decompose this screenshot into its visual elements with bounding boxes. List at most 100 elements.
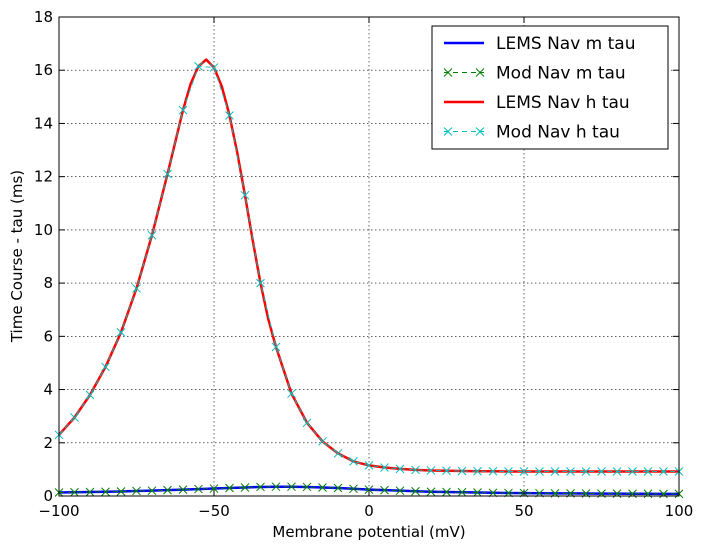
y-tick-label: 8 (43, 274, 53, 292)
data-point (380, 463, 389, 472)
data-point (550, 467, 560, 476)
data-point (163, 485, 172, 495)
data-point (225, 111, 234, 120)
y-tick-label: 2 (43, 434, 53, 452)
data-point (70, 487, 79, 497)
data-point (271, 342, 281, 352)
data-point (488, 466, 498, 476)
data-point (659, 467, 668, 476)
legend-label: LEMS Nav m tau (496, 34, 636, 54)
data-point (333, 483, 343, 493)
axis-ticks: −100 −50 0 50 100 0 2 4 6 8 10 12 14 16 18 (34, 8, 693, 520)
legend-item: Mod Nav h tau (443, 123, 620, 143)
data-point (566, 467, 575, 476)
x-axis-label: Membrane potential (mV) (272, 523, 465, 541)
data-point (256, 482, 265, 492)
data-point (473, 466, 482, 476)
data-point (147, 230, 157, 240)
legend-item: LEMS Nav m tau (444, 34, 636, 54)
x-tick-label: −100 (38, 502, 79, 520)
data-point (364, 485, 374, 494)
data-point (256, 278, 265, 288)
data-point (116, 327, 126, 337)
data-point (101, 487, 110, 497)
data-point (426, 487, 436, 497)
data-point (411, 486, 420, 496)
data-point (147, 486, 157, 496)
data-point (612, 467, 622, 476)
data-point (364, 461, 374, 470)
data-point (457, 466, 467, 476)
legend-label: Mod Nav h tau (496, 123, 620, 143)
data-point (380, 485, 389, 495)
data-point (643, 467, 653, 476)
data-point (426, 466, 436, 475)
data-point (287, 389, 296, 398)
data-point (318, 483, 327, 492)
data-point (457, 487, 467, 497)
legend-label: LEMS Nav h tau (496, 93, 630, 113)
data-point (504, 467, 513, 476)
data-point (535, 467, 544, 476)
data-point (85, 487, 95, 497)
data-point (442, 466, 451, 476)
data-point (194, 484, 203, 494)
legend-box (431, 25, 669, 150)
data-point (395, 464, 405, 474)
data-point (116, 487, 126, 496)
data-point (271, 482, 281, 492)
data-point (302, 418, 312, 428)
data-point (70, 413, 79, 422)
data-point (178, 485, 188, 494)
legend-item: LEMS Nav h tau (444, 93, 630, 113)
data-point (209, 63, 219, 72)
data-point (287, 482, 296, 492)
data-point (519, 467, 529, 476)
y-tick-label: 6 (43, 327, 53, 345)
data-point (318, 437, 327, 446)
legend-label: Mod Nav m tau (496, 64, 626, 84)
y-tick-label: 18 (34, 8, 53, 26)
legend-marker (475, 68, 485, 77)
data-point (132, 284, 141, 293)
series-layer (54, 58, 684, 499)
data-point (333, 449, 343, 458)
data-point (349, 457, 358, 466)
legend-marker (475, 127, 485, 136)
x-tick-label: 0 (364, 502, 374, 520)
legend: LEMS Nav m tau Mod Nav m tau LEMS Nav h ta… (431, 25, 669, 150)
y-tick-label: 12 (34, 168, 53, 186)
legend-marker (443, 127, 453, 136)
data-point (302, 482, 312, 492)
data-point (349, 484, 358, 494)
data-point (659, 489, 668, 499)
data-point (581, 467, 591, 476)
data-point (194, 61, 203, 71)
data-point (473, 488, 482, 497)
data-point (488, 488, 498, 498)
data-point (85, 390, 95, 400)
data-point (225, 483, 234, 493)
x-tick-label: 50 (514, 502, 533, 520)
data-point (209, 484, 219, 493)
data-point (628, 467, 637, 476)
data-point (240, 483, 250, 492)
data-point (597, 467, 606, 476)
series-mod-nav-h-tau (54, 61, 684, 476)
legend-item: Mod Nav m tau (443, 64, 626, 84)
data-point (442, 487, 451, 497)
y-tick-label: 0 (43, 487, 53, 505)
data-point (163, 169, 172, 179)
y-tick-label: 4 (43, 381, 53, 399)
x-tick-label: −50 (198, 502, 230, 520)
data-point (101, 362, 110, 372)
y-axis-label: Time Course - tau (ms) (8, 170, 26, 343)
legend-marker (443, 68, 453, 77)
data-point (240, 190, 250, 200)
data-point (132, 486, 141, 496)
data-point (395, 486, 405, 496)
data-point (178, 105, 188, 115)
x-tick-label: 100 (665, 502, 694, 520)
y-tick-label: 14 (34, 114, 53, 132)
